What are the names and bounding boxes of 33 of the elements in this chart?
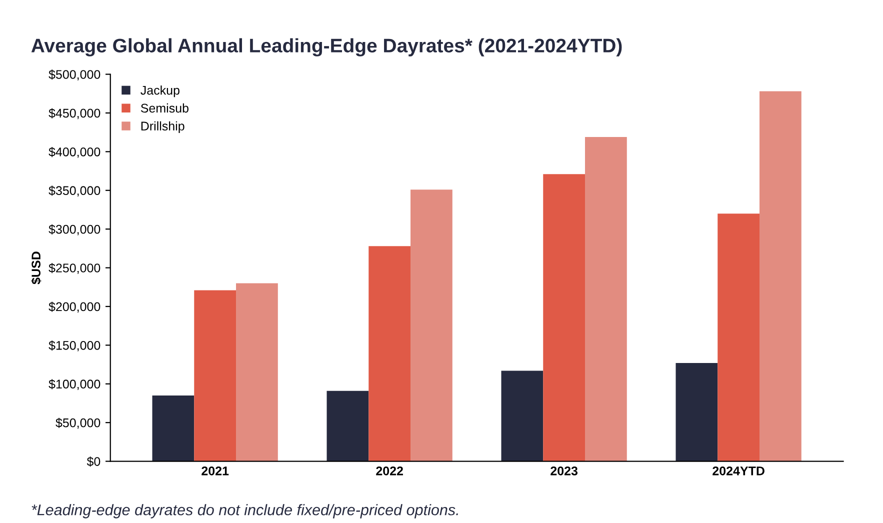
chart-title: Average Global Annual Leading-Edge Dayrates* (2021-2024YTD) — [31, 38, 622, 56]
text: *Leading-edge dayrates do not include fixed/pre-priced options. — [32, 504, 458, 518]
y-tick-label: $100,000 — [48, 379, 100, 390]
legend-label: Jackup — [140, 86, 180, 98]
bar — [543, 174, 586, 462]
bar — [585, 136, 627, 462]
legend-label: Semisub — [140, 103, 188, 113]
y-tick-label: $400,000 — [48, 146, 100, 158]
y-tick-label: $200,000 — [48, 302, 100, 313]
y-tick-label: $300,000 — [48, 224, 100, 236]
y-axis-title: $USD — [31, 252, 42, 284]
legend-label: Drillship — [141, 121, 184, 133]
bar — [194, 290, 236, 462]
y-tick-label: $50,000 — [56, 418, 100, 429]
y-tick-label: $0 — [86, 456, 100, 467]
y-tick-label: $450,000 — [48, 108, 100, 120]
bar — [676, 362, 718, 462]
bar — [236, 283, 278, 462]
bar — [718, 214, 760, 462]
y-tick-label: $250,000 — [48, 263, 100, 274]
x-tick-label: 2022 — [376, 466, 403, 476]
bar — [152, 395, 194, 462]
y-tick-label: $350,000 — [48, 186, 100, 196]
y-tick-label: $150,000 — [48, 340, 100, 352]
y-tick-label: $500,000 — [48, 70, 100, 80]
bar — [501, 370, 544, 462]
x-tick-label: 2024YTD — [712, 466, 764, 476]
bar — [326, 390, 369, 462]
bar — [760, 91, 802, 462]
x-tick-label: 2021 — [202, 466, 229, 476]
bar — [368, 246, 411, 462]
bar — [410, 190, 452, 462]
x-tick-label: 2023 — [550, 466, 578, 476]
